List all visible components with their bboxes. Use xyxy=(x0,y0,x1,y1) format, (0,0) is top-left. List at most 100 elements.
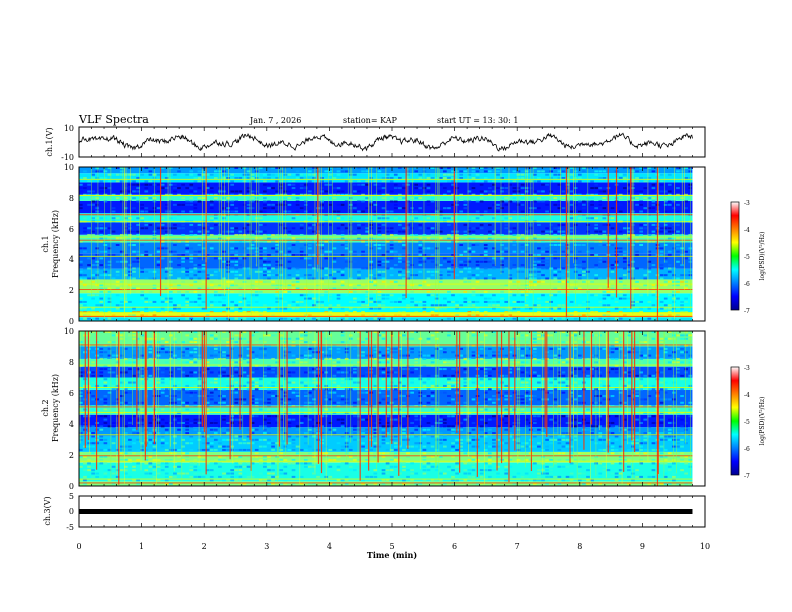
ch1-texture-cell xyxy=(79,254,83,257)
ch2-texture-cell xyxy=(132,334,136,337)
ch1-texture-cell xyxy=(201,264,206,267)
ch1-texture-cell xyxy=(610,180,615,183)
ch2-texture-cell xyxy=(128,337,132,340)
ch2-texture-cell xyxy=(136,368,140,371)
ch1-texture-cell xyxy=(283,290,288,293)
ch2-texture-cell xyxy=(283,341,288,344)
ch2-texture-cell xyxy=(291,465,296,468)
ch2-texture-cell xyxy=(373,475,378,478)
ch1-texture-cell xyxy=(91,307,95,310)
ch1-texture-cell xyxy=(381,197,386,200)
ch1-texture-cell xyxy=(287,233,292,236)
ch1-texture-cell xyxy=(565,210,570,213)
ch1-texture-cell xyxy=(226,180,230,183)
ch2-texture-cell xyxy=(111,455,116,458)
ch1-texture-cell xyxy=(594,310,598,313)
ch2-texture-cell xyxy=(160,388,165,391)
ch1-texture-cell xyxy=(508,197,513,200)
ch1-texture-cell xyxy=(267,207,271,210)
ch1-texture-cell xyxy=(545,197,549,200)
ch2-texture-cell xyxy=(123,357,128,360)
ch2-texture-cell xyxy=(279,374,284,377)
ch1-texture-cell xyxy=(336,217,341,220)
ch1-ytick-10: 10 xyxy=(64,163,74,172)
ch2-texture-cell xyxy=(263,354,267,357)
ch1-texture-cell xyxy=(263,267,267,270)
ch2-texture-cell xyxy=(328,354,333,357)
ch1-texture-cell xyxy=(532,233,537,236)
ch1-texture-cell xyxy=(663,227,668,230)
ch2-texture-cell xyxy=(312,418,316,421)
ch2-texture-cell xyxy=(303,351,308,354)
ch1-texture-cell xyxy=(381,180,386,183)
ch1-texture-cell xyxy=(115,217,120,220)
ch2-texture-cell xyxy=(95,374,100,377)
ch1-texture-cell xyxy=(168,284,173,287)
ch1-texture-cell xyxy=(393,197,398,200)
ch2-texture-cell xyxy=(222,432,226,435)
ch2-texture-cell xyxy=(115,364,120,367)
ch1-texture-cell xyxy=(246,304,251,307)
ch1-texture-cell xyxy=(140,217,145,220)
ch2-texture-cell xyxy=(91,371,95,374)
ch1-texture-cell xyxy=(103,167,108,170)
ch2-texture-cell xyxy=(410,331,414,334)
ch2-texture-cell xyxy=(336,418,341,421)
ch1-texture-cell xyxy=(373,307,378,310)
ch2-texture-cell xyxy=(193,465,198,468)
ch1-texture-cell xyxy=(377,264,382,267)
ch2-texture-cell xyxy=(185,472,190,475)
ch1-texture-cell xyxy=(393,280,398,283)
ch1-texture-cell xyxy=(148,223,153,226)
ch2-texture-cell xyxy=(385,432,390,435)
ch1-texture-cell xyxy=(565,267,570,270)
ch1-texture-cell xyxy=(532,190,537,193)
ch1-texture-cell xyxy=(222,300,226,303)
ch2-texture-cell xyxy=(263,438,267,441)
ch1-texture-cell xyxy=(520,267,525,270)
ch1-texture-cell xyxy=(492,304,496,307)
ch1-texture-cell xyxy=(524,237,529,240)
ch2-texture-cell xyxy=(99,371,104,374)
ch1-texture-cell xyxy=(87,280,91,283)
ch2-texture-cell xyxy=(99,442,104,445)
ch1-texture-cell xyxy=(168,300,173,303)
ch1-texture-cell xyxy=(91,237,95,240)
ch2-texture-cell xyxy=(242,411,247,414)
ch1-texture-cell xyxy=(365,170,369,173)
ch1-texture-cell xyxy=(582,280,586,283)
ch2-texture-cell xyxy=(402,469,406,472)
ch1-texture-cell xyxy=(83,217,87,220)
ch1-texture-cell xyxy=(193,280,198,283)
ch2-texture-cell xyxy=(185,347,190,350)
ch2-texture-cell xyxy=(263,398,267,401)
ch1-texture-cell xyxy=(340,233,345,236)
ch1-texture-cell xyxy=(602,190,607,193)
ch1-texture-cell xyxy=(107,317,112,320)
ch2-texture-cell xyxy=(103,415,108,418)
ch1-texture-cell xyxy=(451,230,455,233)
ch2-texture-cell xyxy=(353,411,357,414)
ch1-texture-cell xyxy=(659,240,664,243)
ch1-texture-cell xyxy=(267,254,271,257)
ch2-texture-cell xyxy=(230,384,235,387)
ch2-texture-cell xyxy=(91,364,95,367)
ch1-texture-cell xyxy=(197,277,202,280)
ch1-texture-cell xyxy=(119,170,124,173)
ch2-texture-cell xyxy=(230,341,235,344)
ch1-texture-cell xyxy=(676,237,680,240)
ch1-texture-cell xyxy=(467,173,472,176)
ch1-texture-cell xyxy=(230,257,235,260)
ch1-texture-cell xyxy=(471,197,476,200)
ch1-texture-cell xyxy=(410,300,414,303)
ch2-texture-cell xyxy=(365,459,369,462)
ch1-texture-cell xyxy=(87,294,91,297)
ch2-texture-cell xyxy=(156,462,161,465)
ch2-texture-cell xyxy=(320,438,324,441)
ch1-texture-cell xyxy=(512,317,517,320)
ch2-texture-cell xyxy=(242,482,247,485)
ch1-texture-cell xyxy=(553,240,558,243)
ch2-texture-cell xyxy=(140,371,145,374)
ch1-texture-cell xyxy=(144,270,149,273)
ch1-texture-cell xyxy=(389,190,394,193)
